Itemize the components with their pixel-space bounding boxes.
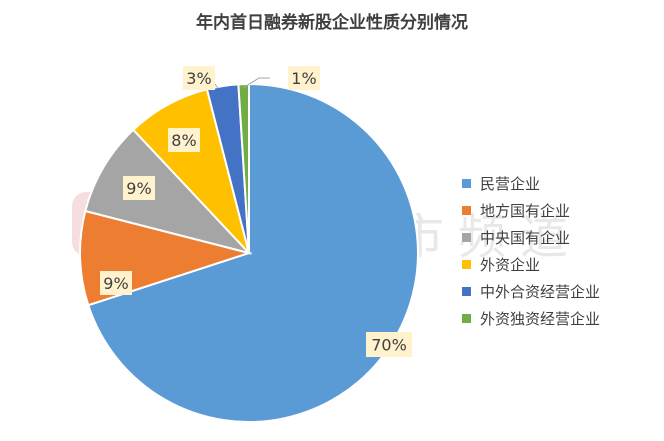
legend-swatch: [462, 287, 471, 296]
pie-slice-3: [84, 128, 253, 255]
legend-label: 外资独资经营企业: [480, 310, 601, 328]
data-label-bg-1: [366, 332, 412, 357]
data-label-bg-4: [168, 128, 200, 152]
legend-swatch: [462, 260, 471, 269]
legend-swatch: [462, 206, 471, 215]
legend-item-1: 民营企业: [462, 170, 600, 197]
legend-swatch: [462, 233, 471, 242]
data-label-3: 9%: [126, 179, 151, 198]
data-label-5: 3%: [186, 69, 211, 88]
leader-line-6: [242, 77, 270, 89]
data-label-bg-6: [288, 66, 320, 90]
legend-swatch: [462, 314, 471, 323]
legend-item-3: 中央国有企业: [462, 224, 600, 251]
legend-item-6: 外资独资经营企业: [462, 305, 600, 332]
chart-title: 年内首日融券新股企业性质分别情况: [196, 13, 468, 33]
data-label-6: 1%: [291, 69, 316, 88]
data-label-1: 70%: [371, 336, 407, 355]
legend-label: 地方国有企业: [480, 202, 571, 220]
legend-item-2: 地方国有企业: [462, 197, 600, 224]
data-label-2: 9%: [103, 274, 128, 293]
legend-swatch: [462, 179, 471, 188]
legend-label: 外资企业: [480, 256, 541, 274]
data-label-4: 8%: [171, 131, 196, 150]
legend-item-4: 外资企业: [462, 251, 600, 278]
data-label-bg-2: [100, 271, 132, 295]
legend-item-5: 中外合资经营企业: [462, 278, 600, 305]
legend-label: 中央国有企业: [480, 229, 571, 247]
legend-label: 中外合资经营企业: [480, 283, 601, 301]
data-label-bg-5: [183, 66, 215, 90]
data-label-bg-3: [123, 176, 155, 200]
legend-label: 民营企业: [480, 175, 541, 193]
legend: 民营企业地方国有企业 中央国有企业 外资企业中外合资经营企业 外资独资经营企业: [462, 170, 600, 332]
